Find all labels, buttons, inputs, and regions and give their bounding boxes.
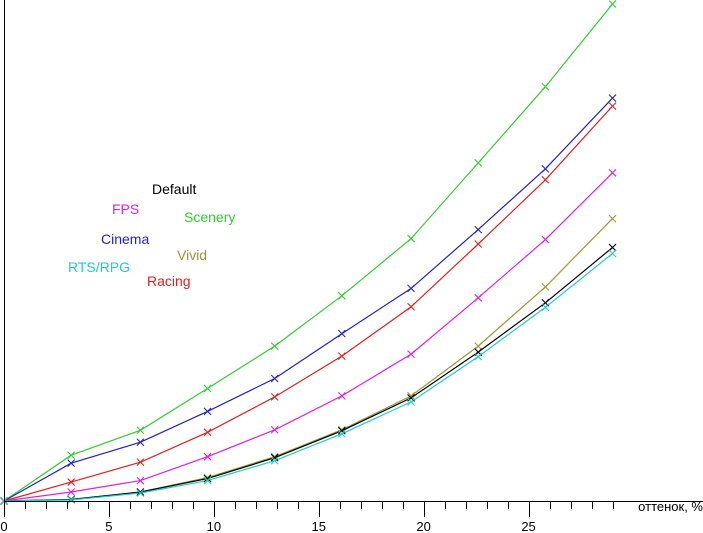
legend-label-cinema: Cinema [101, 231, 149, 247]
data-point-racing [337, 352, 346, 360]
data-point-racing [541, 175, 550, 184]
series-markers [0, 0, 617, 505]
series-line-default [3, 247, 613, 502]
data-point-scenery [67, 451, 76, 460]
data-point-vivid [608, 214, 617, 223]
data-point-rts-rpg [608, 249, 617, 258]
data-point-vivid [203, 473, 212, 482]
data-point-vivid [407, 392, 415, 400]
data-point-scenery [608, 0, 617, 8]
data-point-racing [67, 478, 76, 486]
data-point-rts-rpg [407, 398, 415, 406]
series-line-cinema [3, 97, 613, 502]
legend-label-racing: Racing [147, 273, 191, 289]
data-point-scenery [474, 158, 483, 167]
data-point-racing [270, 393, 279, 401]
data-point-cinema [270, 374, 279, 383]
legend-label-scenery: Scenery [184, 209, 235, 225]
data-point-fps [203, 452, 212, 461]
data-point-rts-rpg [474, 352, 483, 361]
data-point-racing [203, 428, 212, 437]
x-tick-label: 25 [521, 519, 535, 533]
data-point-rts-rpg [337, 429, 346, 438]
series-line-fps [3, 172, 613, 502]
data-point-default [337, 426, 346, 435]
data-point-racing [608, 102, 617, 110]
x-tick-label: 20 [416, 519, 430, 533]
data-point-fps [337, 392, 346, 400]
data-point-fps [407, 350, 415, 358]
legend-label-fps: FPS [112, 201, 139, 217]
data-point-cinema [337, 329, 346, 338]
x-tick-label: 0 [0, 519, 7, 533]
x-axis-tick-labels: 0 5 10 15 20 25 [0, 519, 535, 533]
series-line-rts-rpg [3, 253, 613, 502]
x-tick-label: 10 [207, 519, 221, 533]
data-point-scenery [270, 342, 279, 351]
x-axis-ticks [4, 501, 614, 517]
data-point-scenery [541, 82, 550, 91]
data-point-rts-rpg [67, 496, 76, 504]
data-point-scenery [136, 426, 145, 435]
data-point-racing [407, 302, 415, 311]
data-point-default [203, 474, 212, 483]
data-point-cinema [136, 438, 145, 447]
x-axis [4, 0, 703, 502]
data-point-vivid [474, 342, 483, 351]
data-point-cinema [203, 407, 212, 416]
data-point-fps [67, 488, 76, 496]
data-point-rts-rpg [270, 456, 279, 465]
legend-label-vivid: Vivid [177, 247, 207, 263]
data-point-rts-rpg [203, 476, 212, 485]
data-point-rts-rpg [136, 489, 145, 497]
data-point-cinema [541, 164, 550, 173]
legend-label-rts-rpg: RTS/RPG [68, 259, 130, 275]
data-point-cinema [608, 94, 617, 103]
legend: Scenery Cinema Racing FPS Vivid Default RTS/RP… [68, 181, 235, 289]
data-point-fps [136, 476, 145, 485]
x-tick-label: 15 [312, 519, 326, 533]
x-axis-title: оттенок, % [638, 499, 703, 514]
data-point-scenery [203, 384, 212, 393]
data-point-fps [474, 293, 483, 302]
data-point-fps [608, 168, 617, 177]
legend-label-default: Default [152, 181, 196, 197]
data-point-default [136, 488, 145, 496]
data-point-cinema [67, 459, 76, 468]
data-point-racing [474, 240, 483, 248]
data-point-rts-rpg [541, 303, 550, 312]
data-point-scenery [337, 291, 346, 300]
data-point-cinema [474, 225, 483, 234]
data-point-default [608, 243, 617, 252]
data-point-cinema [407, 284, 415, 293]
data-point-fps [541, 235, 550, 244]
data-point-default [270, 453, 279, 462]
data-point-fps [270, 425, 279, 434]
series-line-racing [3, 105, 613, 502]
series-lines [3, 3, 613, 502]
data-point-racing [136, 458, 145, 467]
data-point-vivid [541, 282, 550, 291]
data-point-scenery [407, 234, 415, 243]
x-tick-label: 5 [105, 519, 112, 533]
series-line-scenery [3, 3, 613, 502]
